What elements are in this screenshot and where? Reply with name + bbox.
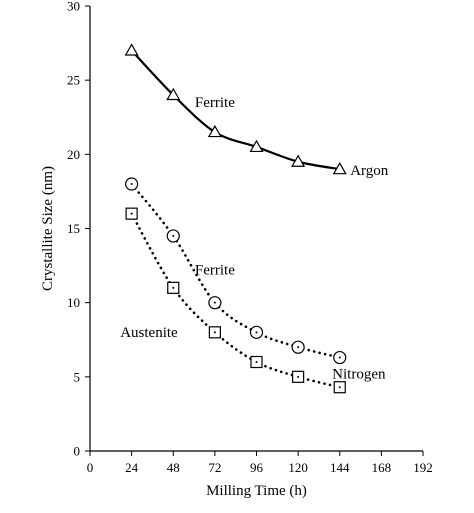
axes: 0 24 48 72 96 120 144 168 192 0 5 10 15 20 25 30 Milling… (40, 0, 433, 499)
x-tick-label: 24 (125, 460, 139, 475)
square-marker-dot (255, 361, 258, 363)
series-square-curve (130, 212, 342, 389)
x-tick-label: 96 (250, 460, 264, 475)
x-tick-label: 120 (288, 460, 308, 475)
square-marker-dot (297, 375, 300, 378)
annotation-label: Argon (350, 163, 389, 179)
annotation-label: Nitrogen (332, 366, 386, 382)
annotations: Ferrite Argon Ferrite Austenite Nitrogen (120, 95, 389, 382)
square-marker-dot (338, 386, 341, 389)
y-tick-label: 30 (67, 0, 80, 14)
square-marker-dot (213, 331, 216, 334)
series-triangle-curve (130, 49, 340, 171)
annotation-label: Ferrite (195, 95, 235, 111)
circle-marker-dot (297, 346, 300, 349)
markers (124, 43, 347, 394)
annotation-label: Austenite (120, 325, 178, 341)
triangle-marker (332, 161, 347, 175)
triangle-marker (124, 43, 139, 56)
y-axis-title: Crystallite Size (nm) (40, 166, 56, 291)
x-tick-label: 144 (330, 460, 350, 475)
circle-marker-dot (213, 301, 216, 304)
x-tick-label: 48 (167, 460, 180, 475)
annotation-label: Ferrite (195, 262, 235, 278)
square-marker-dot (130, 212, 133, 215)
x-tick-label: 192 (413, 460, 433, 475)
series-circle-curve (130, 182, 342, 359)
y-tick-label: 10 (67, 295, 80, 310)
circle-marker-dot (130, 183, 133, 185)
x-tick-label: 72 (208, 460, 221, 475)
circle-marker-dot (172, 234, 175, 237)
x-axis-title: Milling Time (h) (206, 483, 307, 499)
triangle-marker (291, 154, 306, 167)
triangle-marker (249, 139, 264, 153)
circle-marker-dot (255, 331, 258, 334)
y-tick-label: 20 (67, 147, 80, 162)
y-tick-label: 15 (67, 221, 80, 236)
x-tick-label: 168 (372, 460, 392, 475)
circle-marker-dot (338, 356, 341, 359)
y-tick-label: 0 (74, 444, 81, 459)
y-tick-label: 25 (67, 73, 80, 88)
triangle-marker (166, 87, 181, 101)
y-tick-label: 5 (74, 369, 81, 384)
square-marker-dot (172, 286, 175, 289)
x-tick-label: 0 (87, 460, 94, 475)
triangle-marker (207, 124, 222, 138)
